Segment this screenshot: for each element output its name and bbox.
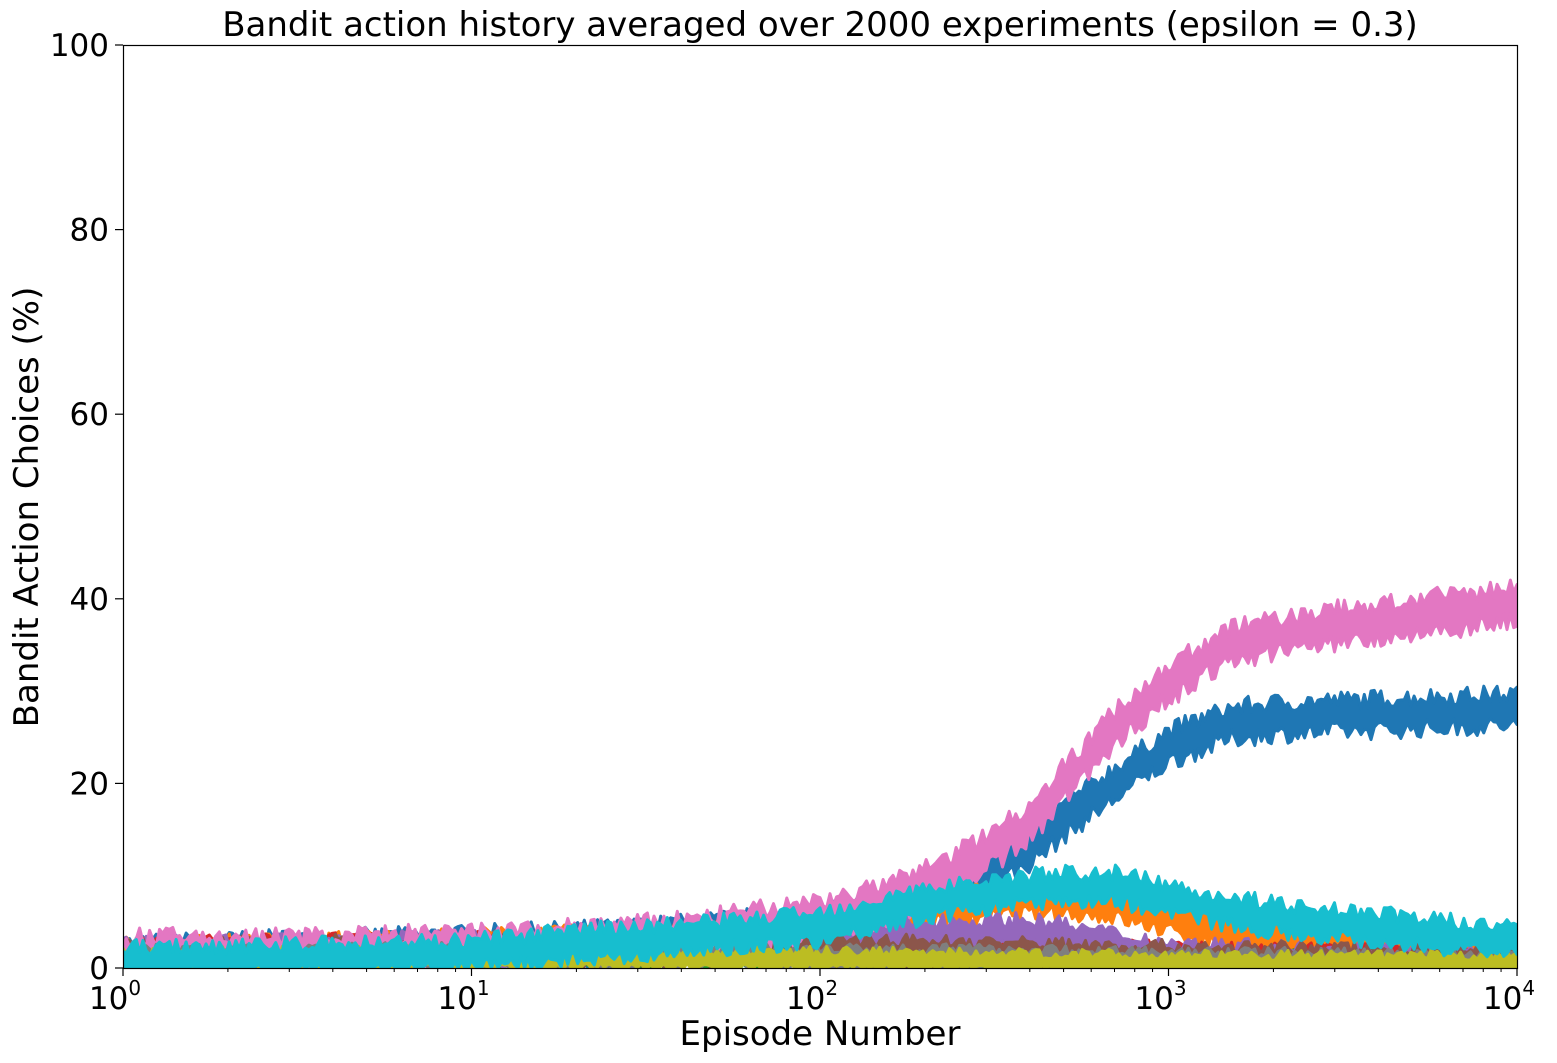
y-tick-label: 60	[70, 397, 109, 433]
x-tick-label: 101	[437, 976, 489, 1017]
x-axis-label: Episode Number	[680, 1014, 961, 1054]
y-tick-label: 100	[50, 28, 109, 64]
chart-title: Bandit action history averaged over 2000…	[222, 5, 1418, 45]
x-tick-label: 103	[1134, 976, 1186, 1017]
y-tick-label: 0	[89, 951, 109, 987]
series-layer	[123, 578, 1517, 968]
y-tick-label: 40	[70, 582, 109, 618]
x-axis: 100 101 102 103 104	[89, 968, 1535, 1017]
series-band-10	[123, 863, 1517, 968]
x-tick-label: 102	[786, 976, 838, 1017]
x-tick-label: 104	[1483, 976, 1535, 1017]
x-tick-label: 100	[89, 976, 141, 1017]
y-tick-label: 20	[70, 766, 109, 802]
y-axis: 0 20 40 60 80 100	[50, 28, 123, 987]
y-axis-label: Bandit Action Choices (%)	[7, 287, 47, 728]
y-tick-label: 80	[70, 213, 109, 249]
